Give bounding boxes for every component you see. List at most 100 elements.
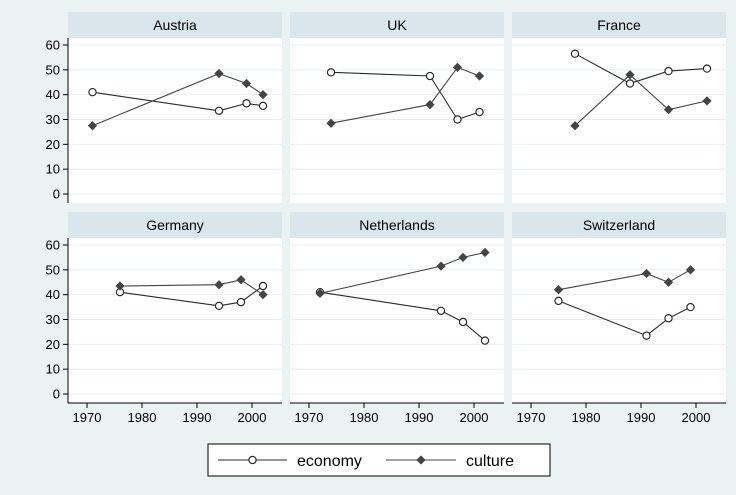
panel-plot-france [512,38,726,203]
point-uk-culture-1 [425,99,435,110]
point-france-culture-0 [570,121,580,131]
series-line-france-economy [574,53,708,85]
series-line-france-culture [574,74,708,127]
y-tick-label-austria-20: 20 [46,137,60,152]
panel-strip-austria [68,12,282,38]
point-france-culture-3 [702,96,712,106]
point-uk-economy-3 [475,107,484,117]
x-tick-label-germany-1990: 1990 [183,410,212,425]
point-netherlands-culture-0 [315,288,325,299]
point-uk-culture-2 [452,62,463,72]
x-tick-label-switzerland-1980: 1980 [572,410,601,425]
panel-strip-netherlands [290,212,504,238]
point-austria-economy-0 [88,87,97,97]
point-france-culture-1 [625,70,635,80]
y-tick-label-germany-60: 60 [46,238,60,253]
point-austria-culture-0 [87,121,98,131]
panel-plot-switzerland [512,238,726,403]
legend-marker-culture [416,455,426,465]
point-germany-culture-2 [236,275,246,285]
point-austria-culture-1 [214,68,224,79]
point-austria-culture-3 [258,90,268,100]
point-switzerland-culture-0 [553,285,564,295]
point-switzerland-economy-3 [686,302,695,312]
x-tick-label-netherlands-1980: 1980 [350,410,379,425]
x-tick-label-switzerland-1990: 1990 [627,410,656,425]
y-tick-label-germany-50: 50 [46,262,60,277]
y-tick-label-austria-60: 60 [46,38,60,53]
point-germany-culture-1 [214,280,224,290]
panel-strip-france [512,12,726,38]
point-uk-economy-0 [326,68,336,77]
series-line-austria-economy [92,91,264,112]
panel-plot-uk [290,38,504,203]
panel-title-switzerland: Switzerland [583,217,655,233]
point-france-economy-3 [702,64,712,73]
y-tick-label-austria-10: 10 [46,162,60,177]
series-line-netherlands-culture [319,251,486,294]
panel-strip-uk [290,12,504,38]
point-netherlands-economy-3 [480,336,490,345]
point-austria-economy-1 [214,106,224,116]
point-germany-culture-3 [258,290,268,300]
panel-title-uk: UK [387,17,407,33]
legend-marker-economy [248,455,257,465]
y-tick-label-austria-50: 50 [46,62,60,77]
series-line-switzerland-culture [558,269,691,291]
y-tick-label-germany-40: 40 [46,287,60,302]
series-line-uk-economy [330,71,480,121]
panel-strip-switzerland [512,212,726,238]
point-austria-culture-2 [241,78,252,89]
point-uk-economy-2 [453,115,462,124]
panel-plot-austria [68,38,282,203]
point-switzerland-culture-2 [663,277,674,287]
point-switzerland-economy-0 [554,296,563,306]
point-uk-culture-0 [326,118,336,128]
point-netherlands-culture-2 [458,252,468,263]
series-line-austria-culture [92,73,264,127]
x-tick-label-switzerland-1970: 1970 [517,410,546,425]
legend-label-economy: economy [297,453,362,470]
point-austria-economy-3 [258,101,268,111]
point-netherlands-economy-1 [436,306,446,316]
series-line-germany-economy [119,285,264,307]
y-tick-label-germany-0: 0 [53,387,60,402]
point-germany-culture-0 [115,281,125,291]
point-netherlands-economy-2 [458,317,468,327]
point-germany-economy-1 [214,301,224,311]
x-tick-label-netherlands-1990: 1990 [405,410,434,425]
point-france-economy-2 [664,66,673,76]
point-uk-economy-1 [425,71,435,81]
series-line-uk-culture [330,66,480,124]
panel-plot-germany [68,238,282,403]
y-tick-label-austria-30: 30 [46,112,60,127]
x-tick-label-switzerland-2000: 2000 [682,410,711,425]
panel-strip-germany [68,212,282,238]
panel-title-germany: Germany [146,217,204,233]
point-austria-economy-2 [242,99,251,108]
point-france-economy-0 [570,49,580,58]
point-uk-culture-3 [474,71,485,81]
x-tick-label-netherlands-2000: 2000 [460,410,489,425]
point-switzerland-culture-3 [685,265,696,275]
y-tick-label-germany-30: 30 [46,312,60,327]
x-tick-label-netherlands-1970: 1970 [295,410,324,425]
y-tick-label-austria-0: 0 [53,187,60,202]
legend-box [207,443,551,477]
point-netherlands-culture-3 [480,247,490,258]
panel-title-austria: Austria [153,17,197,33]
point-germany-economy-3 [258,281,268,291]
x-tick-label-germany-1980: 1980 [128,410,157,425]
point-switzerland-economy-2 [664,314,673,323]
y-tick-label-austria-40: 40 [46,87,60,102]
point-switzerland-culture-1 [641,268,652,279]
point-netherlands-culture-1 [436,261,446,271]
x-tick-label-germany-2000: 2000 [238,410,267,425]
point-france-economy-1 [625,79,635,88]
series-line-germany-culture [119,279,264,296]
panel-plot-netherlands [290,238,504,403]
point-france-culture-2 [663,104,674,115]
point-switzerland-economy-1 [642,331,651,340]
series-line-netherlands-economy [319,291,486,342]
